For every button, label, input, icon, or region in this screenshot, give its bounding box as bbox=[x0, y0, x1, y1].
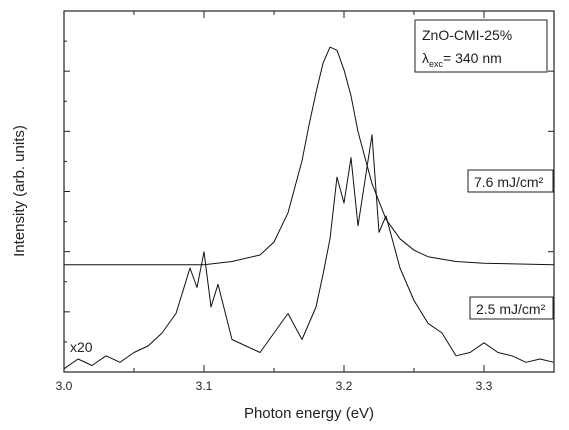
lambda-symbol: λ bbox=[422, 50, 429, 66]
series-line-1 bbox=[64, 46, 555, 266]
series-label-text: 7.6 mJ/cm² bbox=[474, 174, 544, 190]
series-label-2: 2.5 mJ/cm² bbox=[469, 296, 554, 320]
plot-frame bbox=[63, 10, 555, 373]
x-tick-labels: 3.0 3.1 3.2 3.3 bbox=[56, 379, 493, 393]
lambda-subscript: exc bbox=[429, 59, 444, 69]
series-line-2 bbox=[63, 134, 555, 370]
legend-sample-name: ZnO-CMI-25% bbox=[422, 27, 512, 43]
x-tick-label: 3.0 bbox=[56, 379, 73, 393]
y-axis-title: Intensity (arb. units) bbox=[11, 125, 28, 257]
series-label-frame bbox=[467, 169, 554, 193]
series-label-frame bbox=[469, 296, 554, 320]
x-tick-label: 3.2 bbox=[336, 379, 353, 393]
legend-box: ZnO-CMI-25% λexc= 340 nm bbox=[414, 19, 548, 73]
x-tick-label: 3.1 bbox=[196, 379, 213, 393]
legend-excitation: λexc= 340 nm bbox=[422, 50, 502, 69]
excitation-value: = 340 nm bbox=[443, 50, 502, 66]
series-label-text: 2.5 mJ/cm² bbox=[476, 301, 546, 317]
series-layer bbox=[63, 46, 555, 370]
x-axis-title: Photon energy (eV) bbox=[244, 405, 374, 422]
multiplier-annotation: x20 bbox=[70, 339, 93, 355]
series-label-1: 7.6 mJ/cm² bbox=[467, 169, 554, 193]
x-tick-label: 3.3 bbox=[476, 379, 493, 393]
legend-frame bbox=[414, 19, 548, 73]
